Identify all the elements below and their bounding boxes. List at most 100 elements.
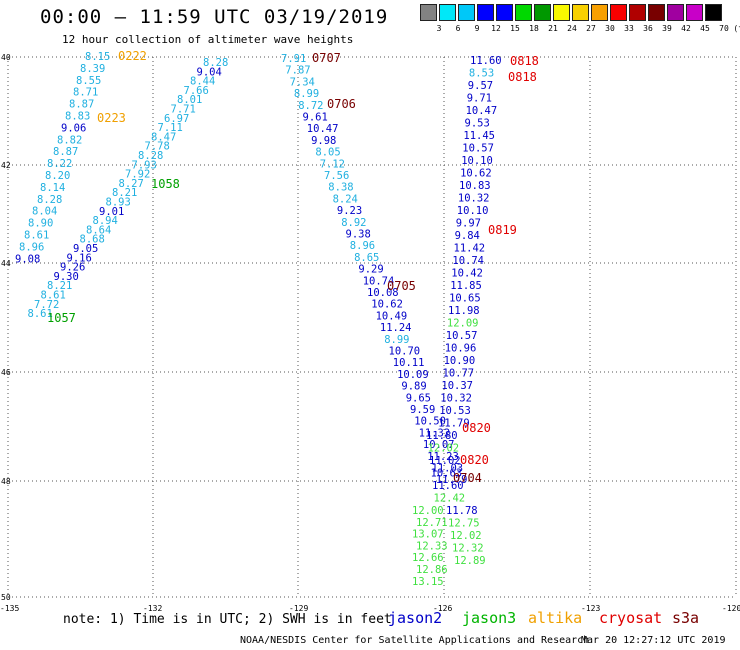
pass-time-label: 0820 (462, 421, 491, 435)
track-value: 8.39 (80, 63, 105, 75)
track-value: 9.04 (197, 66, 222, 78)
pass-time-label: 0819 (488, 223, 517, 237)
track-value: 9.29 (358, 264, 383, 276)
scale-swatch (458, 4, 475, 21)
track-value: 7.78 (145, 141, 170, 153)
track-value: 9.61 (303, 112, 328, 124)
track-value: 9.53 (465, 118, 490, 130)
track-value: 10.32 (440, 393, 472, 405)
scale-label: 30 (605, 24, 615, 33)
scale-label: 45 (700, 24, 710, 33)
track-value: 8.05 (315, 147, 340, 159)
track-value: 12.32 (452, 543, 484, 555)
map-subtitle: 12 hour collection of altimeter wave hei… (62, 33, 354, 46)
lat-label: 48 (1, 477, 11, 486)
scale-swatch (667, 4, 684, 21)
track-value: 9.65 (406, 392, 431, 404)
track-value: 12.86 (416, 564, 448, 576)
track-value: 7.87 (285, 65, 310, 77)
pass-time-label: 0704 (453, 471, 482, 485)
track-value: 12.09 (447, 318, 479, 330)
track-value: 8.83 (65, 111, 90, 123)
track-value: 10.74 (452, 255, 484, 267)
track-value: 12.33 (416, 540, 448, 552)
track-value: 10.32 (458, 193, 490, 205)
scale-swatch (610, 4, 627, 21)
scale-label: 3 (436, 24, 442, 33)
track-value: 8.87 (69, 99, 94, 111)
track-value: 11.79 (436, 474, 468, 486)
track-value: 8.99 (384, 334, 409, 346)
legend-jason2: jason2 (388, 609, 443, 627)
track-value: 7.93 (132, 159, 157, 171)
track-value: 8.99 (294, 88, 319, 100)
track-value: 9.59 (410, 404, 435, 416)
track-value: 11.78 (446, 505, 478, 517)
track-value: 8.28 (138, 150, 163, 162)
track-value: 8.96 (350, 240, 375, 252)
track-value: 11.02 (429, 455, 461, 467)
track-value: 11.85 (450, 280, 482, 292)
track-value: 10.57 (462, 143, 494, 155)
track-value: 10.90 (444, 355, 476, 367)
track-value: 7.71 (171, 104, 196, 116)
scale-swatch (572, 4, 589, 21)
track-value: 12.89 (454, 555, 486, 567)
scale-label: 36 (643, 24, 653, 33)
track-value: 7.92 (125, 169, 150, 181)
lon-label: -126 (433, 604, 452, 613)
track-value: 9.71 (467, 93, 492, 105)
scale-swatch (648, 4, 665, 21)
track-value: 8.93 (106, 197, 131, 209)
track-value: 10.47 (466, 105, 498, 117)
track-value: 10.09 (397, 369, 429, 381)
scale-label: 42 (681, 24, 691, 33)
scale-label: 18 (529, 24, 539, 33)
scale-swatch (686, 4, 703, 21)
track-value: 8.96 (19, 241, 44, 253)
track-value: 10.49 (376, 310, 408, 322)
pass-time-label: 0820 (460, 453, 489, 467)
track-value: 12.02 (428, 443, 460, 455)
track-value: 9.23 (337, 205, 362, 217)
legend-s3a: s3a (672, 609, 700, 627)
lon-label: -132 (143, 604, 162, 613)
track-value: 8.21 (112, 187, 137, 199)
track-value: 9.06 (61, 122, 86, 134)
scale-label: 27 (586, 24, 596, 33)
track-value: 13.15 (412, 576, 444, 588)
lat-label: 42 (1, 161, 11, 170)
note-text: note: 1) Time is in UTC; 2) SWH is in fe… (63, 612, 392, 627)
track-value: 11.42 (454, 243, 486, 255)
track-value: 11.60 (470, 55, 502, 67)
pass-time-label: 1058 (151, 177, 180, 191)
scale-swatch (477, 4, 494, 21)
track-value: 8.68 (80, 234, 105, 246)
credit-text: NOAA/NESDIS Center for Satellite Applica… (240, 635, 590, 646)
scale-swatch (439, 4, 456, 21)
scale-swatch (591, 4, 608, 21)
scale-swatch (515, 4, 532, 21)
track-value: 10.53 (439, 405, 471, 417)
pass-time-label: 0222 (118, 49, 147, 63)
lon-label: -120 (722, 604, 740, 613)
lon-label: -135 (0, 604, 19, 613)
track-value: 8.01 (177, 94, 202, 106)
track-value: 10.42 (451, 268, 483, 280)
scale-label: 33 (624, 24, 634, 33)
track-value: 9.08 (15, 253, 40, 265)
pass-time-label: 0706 (327, 97, 356, 111)
track-value: 9.89 (401, 381, 426, 393)
pass-time-label: 0223 (97, 111, 126, 125)
pass-time-label: 0707 (312, 51, 341, 65)
track-value: 10.50 (414, 416, 446, 428)
track-value: 7.34 (290, 76, 315, 88)
track-value: 9.98 (311, 135, 336, 147)
track-value: 10.10 (461, 155, 493, 167)
track-value: 12.00 (412, 505, 444, 517)
scale-label: 15 (510, 24, 520, 33)
track-value: 10.57 (446, 330, 478, 342)
track-value: 8.47 (151, 131, 176, 143)
track-value: 8.53 (469, 68, 494, 80)
